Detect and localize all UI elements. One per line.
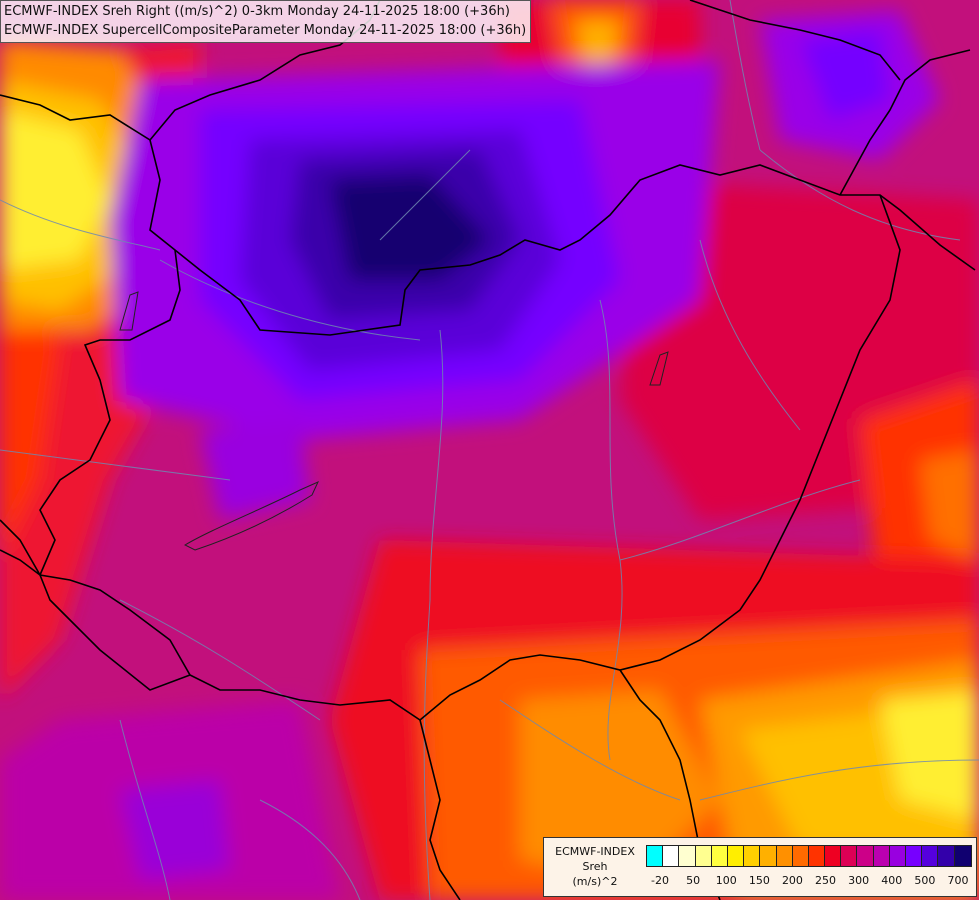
legend-tick-label: 300 xyxy=(848,874,870,887)
legend-tick-label: -20 xyxy=(651,874,669,887)
legend-swatch xyxy=(679,846,696,866)
legend-tick-label: 100 xyxy=(715,874,737,887)
legend-swatch xyxy=(776,846,793,866)
legend-title: ECMWF-INDEX Sreh (m/s)^2 xyxy=(548,844,642,889)
legend-tick-label: 500 xyxy=(914,874,936,887)
legend-tick-label: 150 xyxy=(748,874,770,887)
color-legend: ECMWF-INDEX Sreh (m/s)^2 -20 50 100 150 200 2… xyxy=(543,837,977,897)
legend-swatch xyxy=(873,846,890,866)
legend-tick-label: 700 xyxy=(947,874,969,887)
legend-swatch xyxy=(857,846,874,866)
legend-swatch xyxy=(663,846,680,866)
legend-swatch xyxy=(711,846,728,866)
legend-ticks: -20 50 100 150 200 250 300 400 500 700 xyxy=(646,874,968,890)
legend-swatch xyxy=(922,846,939,866)
legend-tick-label: 400 xyxy=(881,874,903,887)
title-line-2: ECMWF-INDEX SupercellCompositeParameter … xyxy=(4,23,527,38)
legend-swatch xyxy=(938,846,955,866)
legend-title-field: Sreh xyxy=(582,860,608,873)
lake-small xyxy=(649,351,669,386)
title-line-1: ECMWF-INDEX Sreh Right ((m/s)^2) 0-3km M… xyxy=(4,4,510,19)
legend-swatch xyxy=(808,846,826,866)
legend-swatches xyxy=(646,845,972,867)
legend-tick-label: 200 xyxy=(781,874,803,887)
legend-swatch xyxy=(760,846,777,866)
legend-swatch xyxy=(954,846,971,866)
legend-tick-label: 50 xyxy=(686,874,701,887)
legend-swatch xyxy=(744,846,761,866)
legend-swatch xyxy=(792,846,809,866)
legend-swatch xyxy=(695,846,712,866)
map-title-box: ECMWF-INDEX Sreh Right ((m/s)^2) 0-3km M… xyxy=(0,0,532,43)
legend-swatch xyxy=(906,846,923,866)
legend-swatch xyxy=(647,846,664,866)
legend-tick-label: 250 xyxy=(815,874,837,887)
legend-swatch xyxy=(825,846,842,866)
legend-swatch xyxy=(727,846,745,866)
legend-swatch xyxy=(841,846,858,866)
legend-title-unit: (m/s)^2 xyxy=(572,875,618,888)
lake-neusiedl xyxy=(119,291,139,331)
legend-swatch xyxy=(889,846,906,866)
legend-title-model: ECMWF-INDEX xyxy=(555,845,635,858)
lake-balaton xyxy=(183,481,320,551)
